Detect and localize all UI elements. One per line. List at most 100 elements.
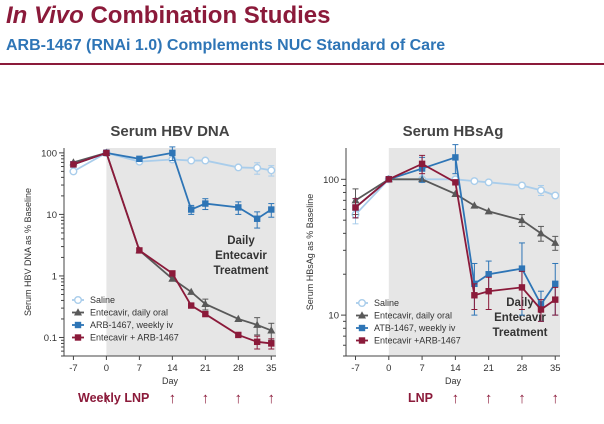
slide-title-italic: In Vivo xyxy=(6,2,84,29)
data-point xyxy=(187,287,196,295)
x-tick-label: 7 xyxy=(419,363,424,374)
legend-label: Entecavir, daily oral xyxy=(374,311,452,321)
legend-label: Saline xyxy=(374,298,399,308)
legend-label: Entecavir, daily oral xyxy=(90,308,168,318)
data-point xyxy=(136,247,143,254)
treatment-annotation: Entecavir xyxy=(215,250,267,262)
data-point xyxy=(201,156,210,165)
data-point xyxy=(235,204,242,211)
legend-marker xyxy=(74,334,82,341)
legend-item: Saline xyxy=(356,298,399,308)
x-tick-label: -7 xyxy=(351,363,359,374)
data-point xyxy=(268,340,275,347)
x-tick-label: 21 xyxy=(200,363,211,374)
treatment-annotation: Daily xyxy=(506,297,534,309)
treatment-annotation: Treatment xyxy=(214,265,269,277)
dose-arrow-icon: ↑ xyxy=(551,390,559,407)
legend-label: Saline xyxy=(90,295,115,305)
data-point xyxy=(552,280,559,288)
treatment-annotation: Treatment xyxy=(493,327,548,339)
x-tick-label: 28 xyxy=(233,363,244,374)
legend-label: ARB-1467, weekly iv xyxy=(90,320,174,330)
slide-title-rest: Combination Studies xyxy=(83,2,331,29)
legend-marker xyxy=(73,296,82,305)
data-point xyxy=(253,215,261,222)
data-point xyxy=(418,160,426,168)
data-point xyxy=(452,154,459,161)
dosing-label: Weekly LNP xyxy=(78,391,150,405)
x-tick-label: 7 xyxy=(137,363,142,374)
data-point xyxy=(234,163,243,172)
dose-arrow-icon: ↑ xyxy=(484,390,493,407)
data-point xyxy=(537,306,545,313)
y-axis-label: Serum HBsAg as % Baseline xyxy=(305,194,315,311)
data-point xyxy=(352,204,359,211)
data-point xyxy=(485,287,492,295)
dosing-label: LNP xyxy=(408,391,433,405)
series-arb-1467-weekly-iv xyxy=(70,146,275,229)
x-tick-label: 28 xyxy=(517,363,528,374)
data-point xyxy=(253,163,262,172)
x-tick-label: 14 xyxy=(167,363,178,374)
data-point xyxy=(202,200,209,207)
data-point xyxy=(169,270,176,277)
legend-item: Entecavir +ARB-1467 xyxy=(356,336,461,346)
data-point xyxy=(103,149,110,157)
data-point xyxy=(253,338,261,346)
x-tick-label: 0 xyxy=(104,363,109,374)
y-tick-label: 100 xyxy=(323,175,339,186)
data-point xyxy=(518,284,526,291)
x-tick-label: -7 xyxy=(69,363,77,374)
data-point xyxy=(551,238,560,246)
y-tick-label: 1 xyxy=(52,271,57,282)
x-tick-label: 35 xyxy=(266,363,277,374)
data-point xyxy=(536,186,545,195)
legend-label: ATB-1467, weekly iv xyxy=(374,323,456,333)
data-point xyxy=(470,201,479,209)
y-tick-label: 100 xyxy=(41,148,57,159)
data-point xyxy=(201,299,210,307)
legend-marker xyxy=(358,337,366,344)
treatment-annotation: Entecavir xyxy=(494,312,546,324)
legend-label: Entecavir +ARB-1467 xyxy=(374,336,461,346)
data-point xyxy=(518,265,526,272)
legend-item: Entecavir, daily oral xyxy=(72,308,168,318)
legend-marker xyxy=(358,299,367,308)
x-tick-label: 35 xyxy=(550,363,561,374)
data-point xyxy=(484,178,493,187)
data-point xyxy=(471,292,478,299)
data-point xyxy=(188,206,195,213)
data-point xyxy=(235,331,242,339)
slide-subtitle: ARB-1467 (RNAi 1.0) Complements NUC Stan… xyxy=(6,37,446,54)
data-point xyxy=(552,296,559,303)
y-tick-label: 10 xyxy=(46,210,57,221)
dose-arrow-icon: ↑ xyxy=(168,390,177,407)
treatment-annotation: Daily xyxy=(227,235,255,247)
data-point xyxy=(168,274,177,282)
y-axis-label: Serum HBV DNA as % Baseline xyxy=(23,188,33,316)
legend-marker xyxy=(358,311,366,319)
dose-arrow-icon: ↑ xyxy=(102,390,111,407)
y-tick-label: 10 xyxy=(328,311,339,322)
data-point xyxy=(69,167,78,176)
data-point xyxy=(136,155,143,163)
x-axis-label: Day xyxy=(445,376,462,386)
data-point xyxy=(169,149,176,157)
dose-arrow-icon: ↑ xyxy=(267,390,276,407)
dose-arrow-icon: ↑ xyxy=(451,390,460,407)
title-divider xyxy=(0,63,604,65)
dose-arrow-icon: ↑ xyxy=(518,390,526,407)
dose-arrow-icon: ↑ xyxy=(234,390,243,407)
dose-arrow-icon: ↑ xyxy=(201,390,210,407)
data-point xyxy=(485,271,492,278)
series-entecavir-arb-1467 xyxy=(352,154,559,322)
data-point xyxy=(267,326,276,334)
legend-item: ARB-1467, weekly iv xyxy=(72,320,174,330)
data-point xyxy=(187,156,196,165)
x-tick-label: 21 xyxy=(483,363,494,374)
y-tick-label: 0.1 xyxy=(44,333,57,344)
series-entecavir-arb-1467 xyxy=(70,149,275,350)
legend-item: Saline xyxy=(72,295,115,305)
